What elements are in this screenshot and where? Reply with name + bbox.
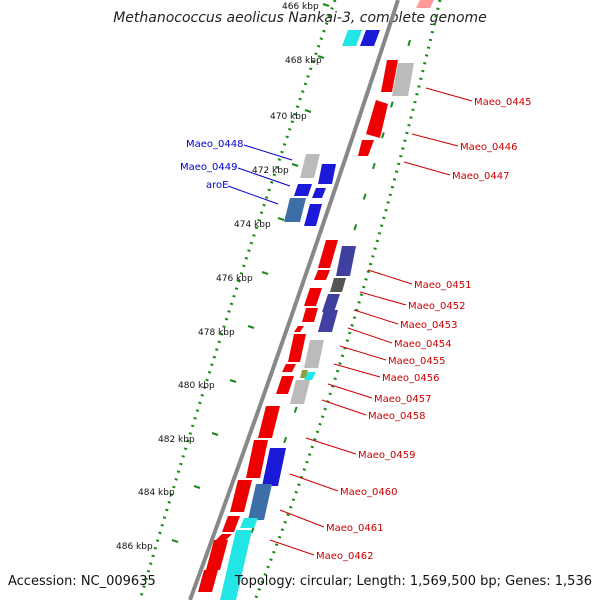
gene-cds: [284, 198, 306, 222]
gene-cds: [258, 406, 280, 438]
gene-label-maeo-0456: Maeo_0456: [382, 373, 439, 384]
gene-cds: [300, 154, 320, 178]
gene-cds: [290, 380, 310, 404]
gene-label-maeo-0448: Maeo_0448: [186, 139, 243, 150]
gene-cds: [288, 334, 306, 362]
gene-cds: [206, 540, 228, 570]
right-gene-labels: Maeo_0445 Maeo_0446 Maeo_0447 Maeo_0451 …: [269, 87, 531, 562]
gene-cds: [366, 100, 388, 138]
gene-label-maeo-0445: Maeo_0445: [474, 97, 531, 108]
label-leader-line: [333, 363, 381, 378]
tick-label: 484 kbp: [138, 488, 175, 498]
tick-label: 472 kbp: [252, 166, 289, 176]
tick-labels: 466 kbp 468 kbp 470 kbp 472 kbp 474 kbp …: [116, 2, 322, 552]
gene-cds: [314, 270, 330, 280]
gene-label-maeo-0454: Maeo_0454: [394, 339, 451, 350]
gene-label-maeo-0453: Maeo_0453: [400, 320, 457, 331]
gene-cds: [248, 484, 272, 520]
gene-label-aroe: aroE: [206, 180, 228, 191]
gene-cds: [358, 140, 374, 156]
gene-cds: [294, 326, 304, 332]
gene-cds: [220, 530, 252, 600]
gene-label-maeo-0449: Maeo_0449: [180, 162, 237, 173]
gene-label-maeo-0455: Maeo_0455: [388, 356, 445, 367]
gene-cds: [230, 480, 252, 512]
gene-cds: [312, 188, 326, 198]
tick-label: 468 kbp: [285, 56, 322, 66]
label-leader-line: [243, 144, 293, 161]
gene-cds: [318, 310, 338, 332]
gene-cds: [360, 30, 380, 46]
label-leader-line: [321, 399, 367, 416]
label-leader-line: [403, 161, 451, 176]
gene-cds: [222, 516, 240, 532]
gene-cds: [336, 246, 356, 276]
gene-cds: [198, 570, 218, 592]
inner-dotted-ring: [138, 0, 337, 600]
gene-cds: [246, 440, 268, 478]
gene-cds: [240, 518, 258, 528]
gene-cds: [302, 308, 318, 322]
gene-label-maeo-0462: Maeo_0462: [316, 551, 373, 562]
gene-cds: [276, 376, 294, 394]
label-leader-line: [305, 437, 357, 455]
gene-label-maeo-0446: Maeo_0446: [460, 142, 517, 153]
gene-label-maeo-0452: Maeo_0452: [408, 301, 465, 312]
tick-label: 482 kbp: [158, 435, 195, 445]
label-leader-line: [353, 309, 399, 325]
outer-dotted-ring: [253, 0, 442, 600]
gene-cds: [318, 240, 338, 268]
accession-text: Accession: NC_009635: [8, 574, 156, 589]
gene-cds: [262, 448, 286, 486]
gene-label-maeo-0447: Maeo_0447: [452, 171, 509, 182]
label-leader-line: [359, 291, 407, 306]
tick-label: 480 kbp: [178, 381, 215, 391]
gene-cds: [392, 63, 414, 96]
gene-cds: [322, 294, 340, 312]
tick-marks: [171, 3, 330, 543]
gene-features: [198, 0, 434, 600]
gene-cds: [318, 164, 336, 184]
tick-label: 476 kbp: [216, 274, 253, 284]
label-leader-line: [425, 87, 473, 102]
gene-label-maeo-0459: Maeo_0459: [358, 450, 415, 461]
label-leader-line: [237, 167, 291, 187]
tick-label: 470 kbp: [270, 112, 307, 122]
label-leader-line: [347, 327, 393, 344]
gene-cds: [342, 30, 362, 46]
label-leader-line: [339, 345, 387, 361]
gene-cds: [216, 534, 232, 540]
label-leader-line: [279, 509, 325, 528]
label-leader-line: [269, 539, 315, 556]
gene-cds: [381, 60, 398, 92]
label-leader-line: [367, 269, 413, 285]
gene-label-maeo-0458: Maeo_0458: [368, 411, 425, 422]
gene-label-maeo-0460: Maeo_0460: [340, 487, 397, 498]
label-leader-line: [289, 473, 339, 492]
tick-label: 474 kbp: [234, 220, 271, 230]
gene-cds: [304, 372, 316, 380]
tick-label: 466 kbp: [282, 2, 319, 12]
gene-cds: [304, 204, 322, 226]
gene-cds: [304, 288, 322, 306]
gene-label-maeo-0451: Maeo_0451: [414, 280, 471, 291]
gene-cds: [416, 0, 434, 8]
gene-label-maeo-0461: Maeo_0461: [326, 523, 383, 534]
gene-cds: [304, 340, 324, 368]
label-leader-line: [327, 383, 373, 399]
genome-summary-text: Topology: circular; Length: 1,569,500 bp…: [234, 574, 592, 589]
label-leader-line: [411, 133, 459, 147]
tick-label: 478 kbp: [198, 328, 235, 338]
gene-cds: [330, 278, 346, 292]
gene-label-maeo-0457: Maeo_0457: [374, 394, 431, 405]
gene-cds: [294, 184, 312, 196]
label-leader-line: [227, 185, 279, 205]
backbone-line: [188, 0, 400, 600]
left-gene-labels: Maeo_0448 Maeo_0449 aroE: [180, 139, 293, 205]
tick-label: 486 kbp: [116, 542, 153, 552]
gene-cds: [282, 364, 296, 372]
